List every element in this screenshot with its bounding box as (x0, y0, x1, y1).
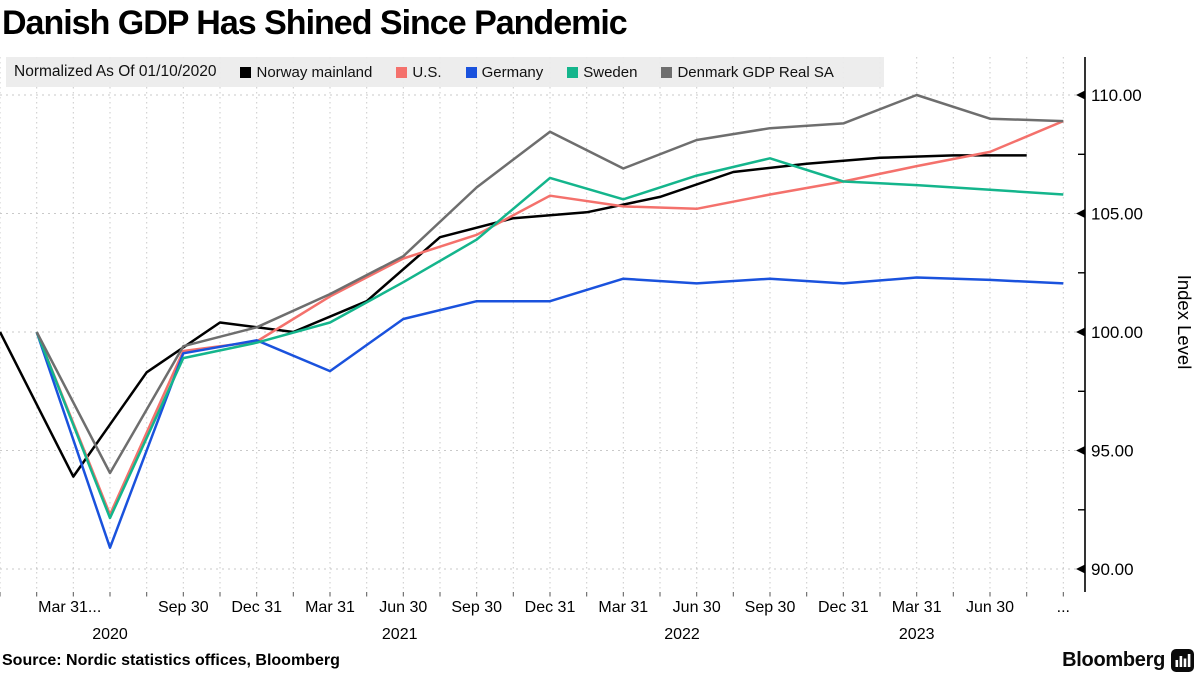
x-tick-label: Mar 31... (38, 599, 101, 616)
legend-swatch-germany (465, 66, 477, 78)
series-line-denmark (35, 93, 1064, 475)
x-tick-label: Dec 31 (231, 599, 282, 616)
legend-item-norway[interactable]: Norway mainland (240, 64, 372, 81)
x-tick-label: Mar 31 (305, 599, 355, 616)
x-tick-label: Mar 31 (892, 599, 942, 616)
x-tick-label: Sep 30 (158, 599, 209, 616)
series-line-sweden (35, 157, 1064, 520)
y-tick-label: 100.00 (1091, 323, 1143, 342)
y-tick-label: 110.00 (1091, 86, 1142, 105)
series-line-germany (35, 276, 1064, 549)
source-caption: Source: Nordic statistics offices, Bloom… (2, 652, 340, 669)
y-axis-tick-arrow (1076, 564, 1085, 574)
y-tick-label: 90.00 (1091, 560, 1134, 579)
y-axis-tick-arrow (1076, 90, 1085, 100)
legend-item-label: Sweden (583, 63, 638, 81)
x-tick-label: ... (1057, 599, 1070, 616)
y-axis-tick-arrow (1076, 446, 1085, 455)
x-year-label: 2020 (92, 626, 128, 643)
page-title: Danish GDP Has Shined Since Pandemic (2, 4, 628, 42)
x-year-label: 2023 (899, 626, 935, 643)
x-year-label: 2022 (664, 626, 700, 643)
y-axis-tick-arrow (1076, 209, 1085, 218)
legend-item-us[interactable]: U.S. (396, 63, 442, 81)
legend-item-label: U.S. (412, 63, 442, 81)
x-tick-label: Jun 30 (966, 599, 1014, 616)
x-tick-label: Dec 31 (818, 599, 869, 616)
legend-swatch-norway (240, 66, 252, 78)
bloomberg-logo: Bloomberg (1062, 649, 1194, 672)
series-line-norway (0, 154, 1027, 478)
x-tick-label: Mar 31 (598, 599, 648, 616)
legend: Normalized As Of 01/10/2020 Norway mainl… (6, 57, 884, 87)
x-tick-label: Dec 31 (525, 599, 576, 616)
legend-normalization-note: Normalized As Of 01/10/2020 (14, 63, 217, 80)
y-axis-title: Index Level (1174, 275, 1195, 370)
legend-item-label: Denmark GDP Real SA (677, 63, 834, 81)
x-year-label: 2021 (382, 626, 418, 643)
y-tick-label: 95.00 (1091, 441, 1134, 460)
legend-item-germany[interactable]: Germany (465, 63, 544, 81)
legend-item-denmark[interactable]: Denmark GDP Real SA (661, 63, 834, 81)
legend-item-label: Germany (481, 63, 544, 81)
legend-swatch-denmark (661, 66, 673, 78)
x-tick-label: Sep 30 (745, 599, 796, 616)
bloomberg-chart-icon (1171, 649, 1194, 672)
y-axis-tick-arrow (1076, 327, 1085, 337)
footer: Source: Nordic statistics offices, Bloom… (0, 645, 1200, 675)
x-tick-label: Jun 30 (379, 599, 427, 616)
legend-item-sweden[interactable]: Sweden (567, 64, 637, 81)
legend-swatch-sweden (567, 66, 579, 78)
x-tick-label: Jun 30 (673, 599, 721, 616)
legend-swatch-us (396, 66, 408, 78)
bloomberg-wordmark: Bloomberg (1062, 649, 1165, 671)
x-tick-label: Sep 30 (451, 599, 502, 616)
y-tick-label: 105.00 (1091, 204, 1143, 223)
legend-item-label: Norway mainland (256, 63, 373, 81)
